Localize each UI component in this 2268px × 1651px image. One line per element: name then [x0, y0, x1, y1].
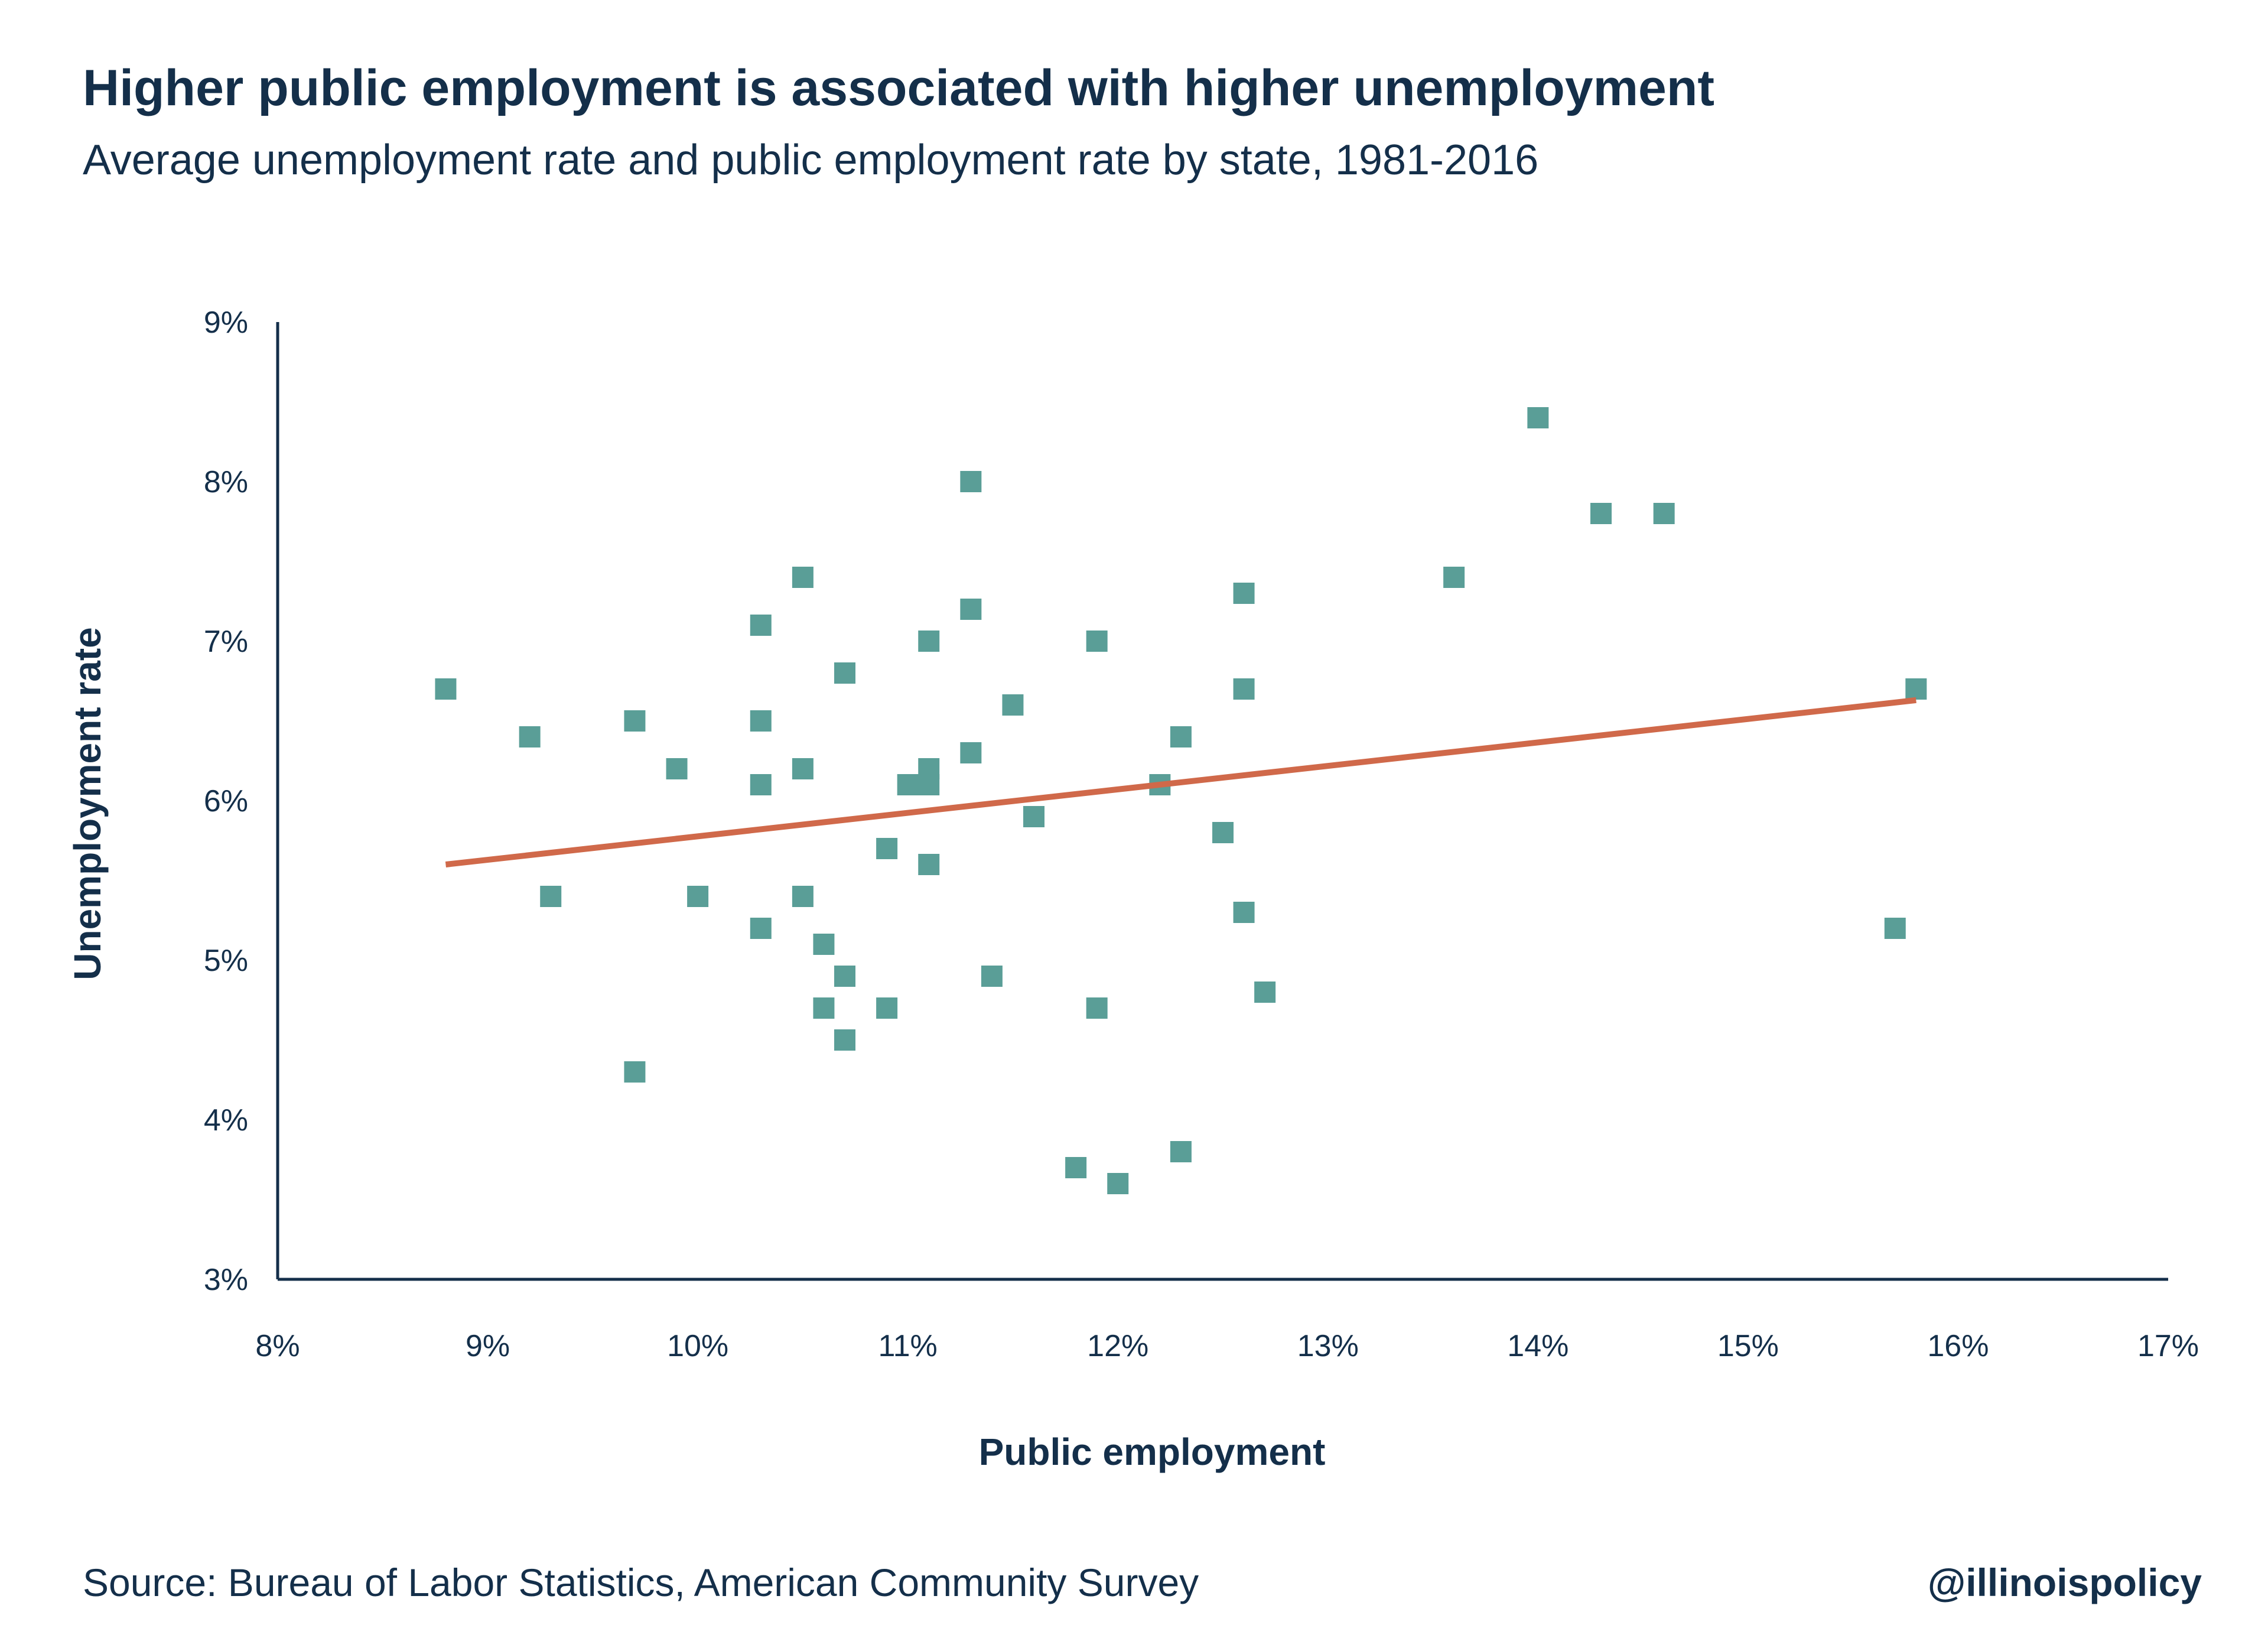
data-point — [834, 966, 855, 987]
x-tick-label: 10% — [667, 1329, 728, 1363]
data-point — [1170, 1141, 1192, 1162]
data-point — [1233, 902, 1255, 923]
data-point — [750, 615, 772, 636]
y-tick-label: 6% — [204, 784, 248, 818]
x-tick-label: 17% — [2137, 1329, 2199, 1363]
data-point — [1905, 678, 1927, 700]
y-tick-label: 4% — [204, 1103, 248, 1138]
data-point — [834, 1029, 855, 1051]
x-tick-label: 11% — [878, 1329, 938, 1363]
trendline-group — [445, 697, 1916, 867]
data-point — [519, 726, 541, 748]
y-tick-label: 3% — [204, 1263, 248, 1297]
data-points — [435, 407, 1927, 1194]
x-tick-label: 13% — [1297, 1329, 1359, 1363]
data-point — [624, 710, 646, 732]
data-point — [918, 854, 940, 875]
data-point — [1233, 678, 1255, 700]
data-point — [1086, 630, 1108, 652]
y-tick-label: 9% — [204, 306, 248, 340]
x-tick-label: 9% — [466, 1329, 510, 1363]
y-axis-label: Unemployment rate — [66, 627, 109, 980]
x-axis-label: Public employment — [978, 1431, 1326, 1473]
data-point — [624, 1061, 646, 1083]
chart-axes — [276, 322, 2168, 1281]
data-point — [1233, 583, 1255, 604]
data-point — [687, 886, 709, 907]
trendline — [445, 697, 1916, 867]
data-point — [1254, 982, 1276, 1003]
x-tick-label: 12% — [1087, 1329, 1148, 1363]
data-point — [918, 630, 940, 652]
data-point — [813, 997, 835, 1019]
data-point — [1884, 918, 1906, 939]
data-point — [813, 934, 835, 955]
x-tick-labels: 8% 9% 10% 11% 12% 13% 14% 15% 16% 17% — [255, 1329, 2199, 1363]
data-point — [666, 758, 688, 779]
data-point — [1107, 1173, 1129, 1194]
data-point — [792, 886, 814, 907]
data-point — [792, 758, 814, 779]
data-point — [750, 710, 772, 732]
data-point — [750, 918, 772, 939]
data-point — [876, 997, 898, 1019]
x-tick-label: 14% — [1507, 1329, 1569, 1363]
x-tick-label: 15% — [1717, 1329, 1779, 1363]
social-handle: @illinoispolicy — [1927, 1561, 2202, 1604]
data-point — [960, 471, 982, 492]
y-tick-label: 5% — [204, 944, 248, 978]
data-point — [435, 678, 457, 700]
data-point — [1527, 407, 1549, 428]
data-point — [918, 774, 940, 795]
x-tick-label: 16% — [1927, 1329, 1989, 1363]
data-point — [1212, 822, 1234, 843]
data-point — [981, 966, 1003, 987]
data-point — [1065, 1157, 1087, 1178]
data-point — [1002, 694, 1024, 716]
data-point — [1653, 503, 1675, 524]
data-point — [1086, 997, 1108, 1019]
data-point — [1023, 806, 1044, 827]
data-point — [897, 774, 919, 795]
y-tick-labels: 3% 4% 5% 6% 7% 8% 9% — [204, 306, 248, 1297]
data-point — [1443, 567, 1465, 588]
chart-title: Higher public employment is associated w… — [83, 60, 1715, 116]
data-point — [792, 567, 814, 588]
y-tick-label: 7% — [204, 625, 248, 659]
data-point — [960, 599, 982, 620]
x-tick-label: 8% — [255, 1329, 300, 1363]
data-point — [876, 838, 898, 859]
data-point — [540, 886, 562, 907]
data-point — [1170, 726, 1192, 748]
source-note: Source: Bureau of Labor Statistics, Amer… — [83, 1561, 1199, 1604]
y-tick-label: 8% — [204, 465, 248, 499]
data-point — [1590, 503, 1612, 524]
data-point — [834, 662, 855, 684]
data-point — [750, 774, 772, 795]
chart-subtitle: Average unemployment rate and public emp… — [83, 136, 1539, 184]
data-point — [960, 742, 982, 763]
